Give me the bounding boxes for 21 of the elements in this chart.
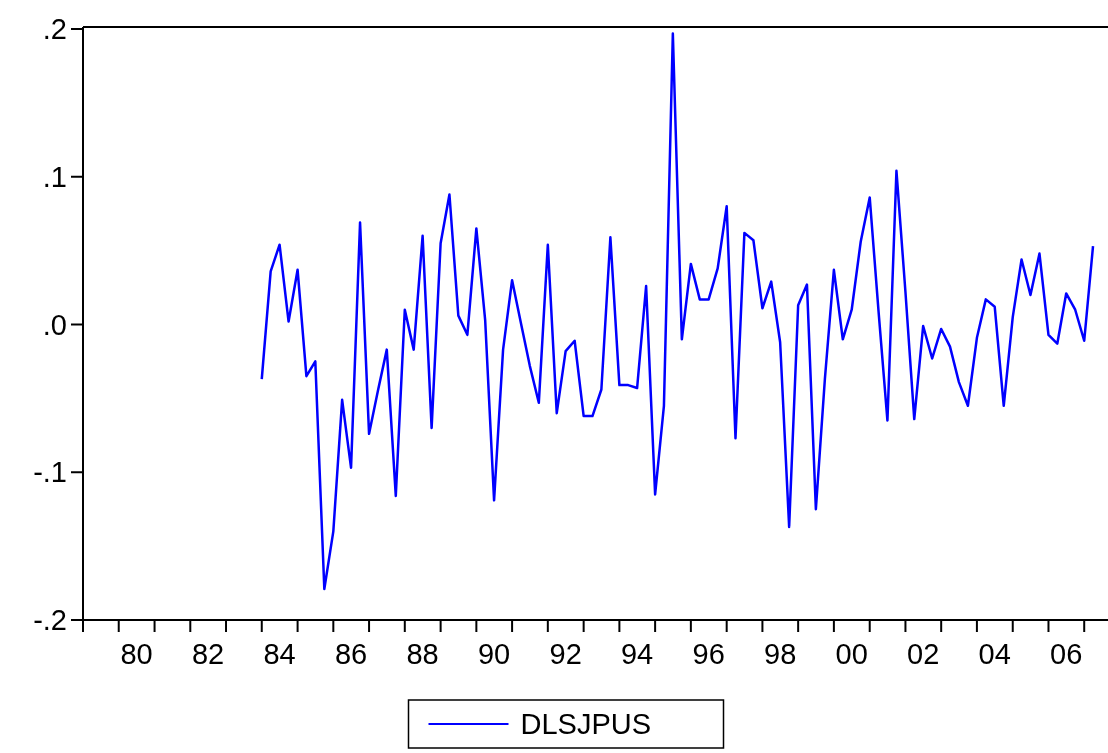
y-tick-label: .0: [42, 308, 67, 341]
x-tick-label: 88: [406, 638, 439, 670]
y-tick-label: .2: [42, 13, 67, 46]
y-tick-label: -.1: [33, 456, 67, 489]
x-tick-label: 90: [477, 638, 511, 670]
x-tick-label: 04: [978, 638, 1011, 670]
line-series: [260, 32, 1095, 591]
x-tick-label: 86: [334, 638, 368, 670]
y-tick-label: -.2: [33, 604, 67, 637]
x-tick-label: 92: [549, 638, 582, 670]
x-tick-label: 02: [907, 638, 940, 670]
y-tick-label: .1: [42, 160, 67, 193]
x-tick-label: 00: [835, 638, 868, 670]
x-tick-label: 98: [764, 638, 797, 670]
x-tick-label: 94: [620, 638, 654, 670]
x-tick-label: 82: [191, 638, 225, 670]
x-tick-label: 80: [120, 638, 153, 670]
legend-label: DLSJPUS: [520, 708, 652, 740]
x-tick-label: 96: [692, 638, 725, 670]
x-tick-label: 06: [1050, 638, 1083, 670]
x-tick-label: 84: [263, 638, 296, 670]
